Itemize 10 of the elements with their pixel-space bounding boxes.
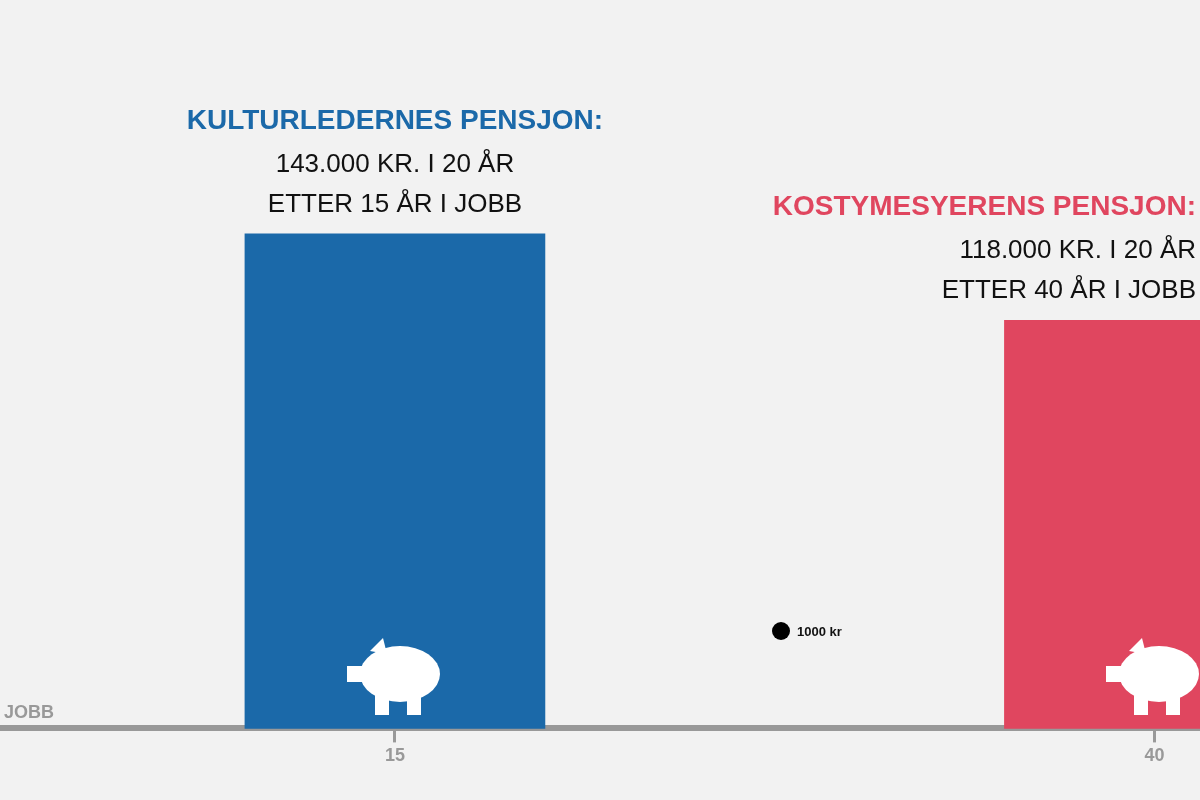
annotation: 1000 kr: [797, 624, 842, 639]
annotation: ETTER 40 ÅR I JOBB: [941, 274, 1196, 305]
text: KOSTYMESYERENS PENSJON:: [772, 190, 1196, 222]
x-tick-label: 15: [384, 745, 405, 766]
data-label: 118.000 KR. I 20 ÅR: [959, 234, 1197, 265]
text: ETTER 15 ÅR I JOBB: [267, 187, 523, 218]
text: KULTURLEDERNES PENSJON:: [186, 103, 604, 135]
x-tick-label: 40: [1144, 745, 1165, 766]
x-axis-title: JOBB: [4, 702, 55, 723]
data-label: 143.000 KR. I 20 ÅR: [275, 147, 515, 178]
